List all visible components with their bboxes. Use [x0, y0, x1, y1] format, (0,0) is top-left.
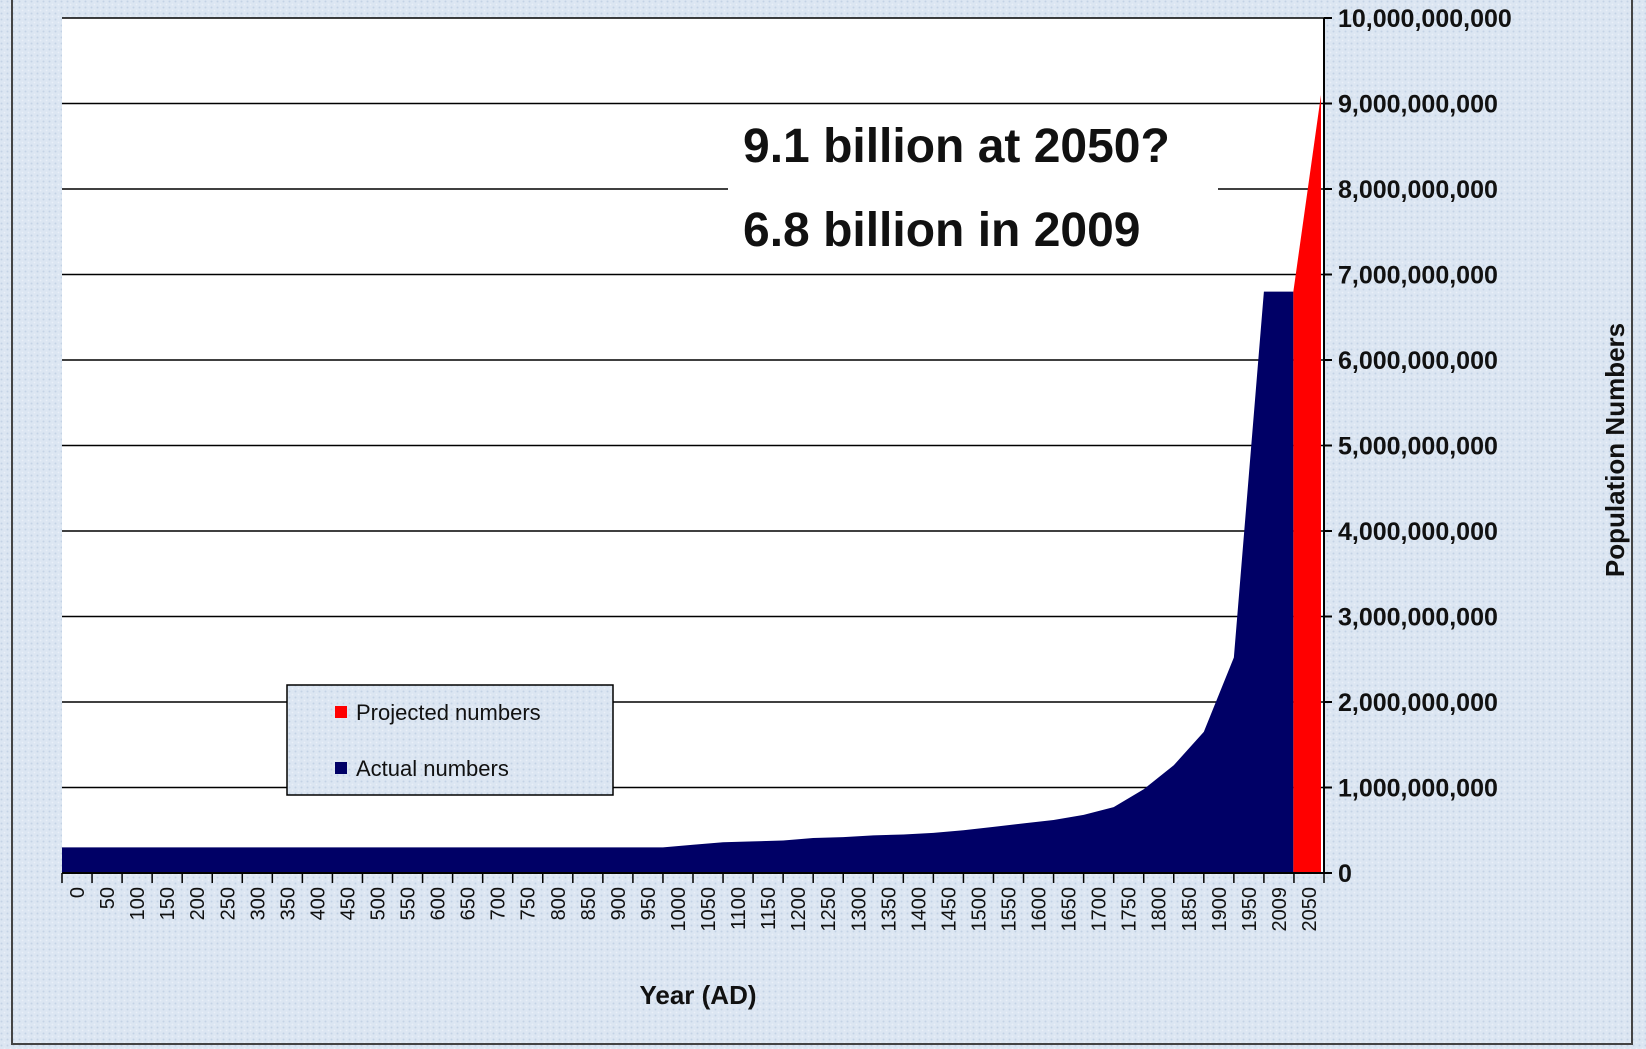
x-tick-label-35: 1750 — [1119, 887, 1141, 932]
x-tick-label-6: 300 — [247, 887, 269, 920]
y-axis-ticks: 0 1,000,000,000 2,000,000,000 3,000,000,000… — [1324, 5, 1512, 888]
series-projected-area — [1293, 94, 1321, 873]
x-tick-label-9: 450 — [337, 887, 359, 920]
y-tick-label-7: 7,000,000,000 — [1338, 262, 1498, 290]
x-tick-label-17: 850 — [578, 887, 600, 920]
x-tick-label-32: 1600 — [1029, 887, 1051, 932]
x-tick-label-29: 1450 — [938, 887, 960, 932]
x-tick-label-27: 1350 — [878, 887, 900, 932]
x-tick-label-21: 1050 — [698, 887, 720, 932]
x-tick-label-22: 1100 — [728, 887, 750, 930]
x-tick-label-1: 50 — [97, 887, 119, 909]
x-tick-label-7: 350 — [277, 887, 299, 920]
legend-swatch-actual — [335, 762, 347, 774]
x-tick-label-0: 0 — [67, 887, 89, 898]
x-tick-label-34: 1700 — [1089, 887, 1111, 932]
x-tick-label-10: 500 — [368, 887, 390, 920]
y-tick-label-1: 1,000,000,000 — [1338, 775, 1498, 803]
area-series — [62, 94, 1321, 874]
x-tick-label-8: 400 — [307, 887, 329, 920]
x-tick-label-36: 1800 — [1149, 887, 1171, 932]
legend-box — [286, 684, 614, 796]
legend-label-projected: Projected numbers — [356, 700, 541, 725]
x-tick-label-20: 1000 — [668, 887, 690, 932]
y-tick-label-10: 10,000,000,000 — [1338, 5, 1512, 33]
x-tick-label-19: 950 — [638, 887, 660, 920]
x-tick-label-39: 1950 — [1239, 887, 1261, 932]
x-tick-label-33: 1650 — [1059, 887, 1081, 932]
legend-label-actual: Actual numbers — [356, 756, 509, 781]
annotation-projection: 9.1 billion at 2050? — [743, 120, 1170, 173]
y-tick-label-3: 3,000,000,000 — [1338, 604, 1498, 632]
x-tick-label-37: 1850 — [1179, 887, 1201, 932]
gridlines — [62, 17, 1324, 789]
x-tick-label-4: 200 — [187, 887, 209, 920]
y-tick-label-9: 9,000,000,000 — [1338, 91, 1498, 119]
y-tick-label-0: 0 — [1338, 860, 1352, 888]
series-actual-area — [62, 291, 1294, 874]
x-tick-label-14: 700 — [488, 887, 510, 920]
x-tick-label-2: 100 — [127, 887, 149, 920]
y-tick-label-6: 6,000,000,000 — [1338, 347, 1498, 375]
x-tick-label-13: 650 — [458, 887, 480, 920]
x-axis-title: Year (AD) — [639, 980, 756, 1010]
annotation-background — [728, 115, 1218, 265]
x-tick-label-18: 900 — [608, 887, 630, 920]
x-tick-label-15: 750 — [518, 887, 540, 920]
x-tick-label-28: 1400 — [908, 887, 930, 932]
x-tick-label-26: 1300 — [848, 887, 870, 932]
x-tick-label-3: 150 — [157, 887, 179, 920]
x-tick-label-30: 1500 — [968, 887, 990, 932]
x-tick-label-12: 600 — [428, 887, 450, 920]
legend: Projected numbers Actual numbers — [286, 684, 614, 796]
x-axis-ticks: 0 50 100 150 200 250 300 350 400 450 500 550 600 650 7… — [61, 873, 1325, 932]
x-tick-label-40: 2009 — [1269, 887, 1291, 932]
x-tick-label-23: 1150 — [758, 887, 780, 930]
x-tick-label-11: 550 — [398, 887, 420, 920]
y-tick-label-8: 8,000,000,000 — [1338, 176, 1498, 204]
x-tick-label-25: 1250 — [818, 887, 840, 932]
legend-swatch-projected — [335, 706, 347, 718]
x-tick-label-31: 1550 — [999, 887, 1021, 932]
x-tick-label-16: 800 — [548, 887, 570, 920]
x-tick-label-38: 1900 — [1209, 887, 1231, 932]
y-tick-label-4: 4,000,000,000 — [1338, 518, 1498, 546]
x-tick-label-5: 250 — [217, 887, 239, 920]
y-tick-label-5: 5,000,000,000 — [1338, 433, 1498, 461]
x-tick-label-24: 1200 — [788, 887, 810, 932]
y-tick-label-2: 2,000,000,000 — [1338, 689, 1498, 717]
x-tick-label-41: 2050 — [1299, 887, 1321, 932]
y-axis-title: Population Numbers — [1600, 323, 1630, 577]
chart-border — [11, 0, 1633, 1045]
annotation-current: 6.8 billion in 2009 — [743, 204, 1140, 257]
